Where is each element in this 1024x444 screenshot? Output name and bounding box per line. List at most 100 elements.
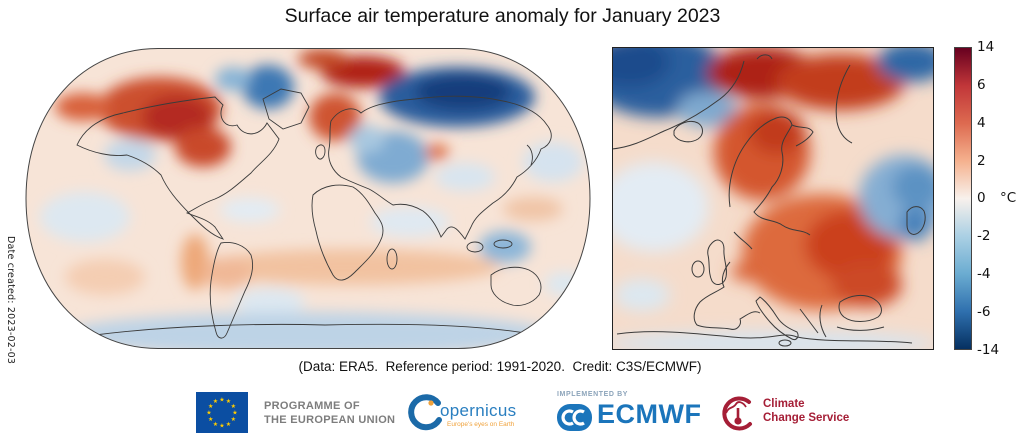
implemented-by-label: IMPLEMENTED BY bbox=[557, 391, 629, 398]
north-america-outline bbox=[76, 96, 280, 240]
anomaly-region-china-cool bbox=[435, 163, 495, 191]
italy-outline bbox=[755, 296, 799, 340]
colorbar-unit-label: °C bbox=[1000, 190, 1017, 206]
ecmwf-wordmark: ECMWF bbox=[597, 399, 702, 429]
anomaly-region-east-us-warm bbox=[175, 127, 231, 167]
japan-outline bbox=[526, 144, 533, 166]
anomaly-region-alaska-warm bbox=[55, 93, 111, 121]
eu-programme-label: PROGRAMME OF THE EUROPEAN UNION bbox=[264, 399, 395, 427]
novaya-zemlya-outline bbox=[835, 64, 853, 144]
anomaly-region-indian-cool bbox=[370, 207, 450, 237]
eu-star-icon: ★ bbox=[208, 416, 213, 423]
colorbar-tick-p2: 2 bbox=[977, 153, 986, 169]
africa-outline bbox=[311, 184, 384, 281]
eu-star-icon: ★ bbox=[231, 416, 236, 423]
balkans-coast bbox=[799, 304, 827, 338]
anomaly-region-greenland-cold bbox=[242, 65, 294, 109]
climate-change-service-icon bbox=[722, 396, 752, 431]
colorbar-tick-n14: -14 bbox=[977, 342, 1000, 358]
continental-coast bbox=[693, 231, 761, 330]
anomaly-region-greenland-cold-core bbox=[612, 47, 670, 87]
colorbar-gradient bbox=[954, 47, 972, 350]
anomaly-region-xinjiang-warm bbox=[425, 144, 449, 160]
anomaly-region-s-atlantic-cool bbox=[235, 288, 305, 316]
anomaly-region-baffin-cool bbox=[215, 67, 251, 91]
colorbar-tick-p6: 6 bbox=[977, 77, 986, 93]
world-anomaly-map bbox=[25, 48, 591, 349]
ecmwf-globe-icon bbox=[557, 404, 592, 431]
colorbar-tick-n6: -6 bbox=[977, 304, 991, 320]
anomaly-region-south-med-cool bbox=[612, 331, 934, 350]
madagascar-outline bbox=[386, 248, 398, 270]
eurasia-outline bbox=[328, 95, 552, 240]
sicily-outline bbox=[778, 339, 792, 347]
world-anomaly-field bbox=[40, 49, 585, 349]
anomaly-region-antarctica-cool bbox=[63, 312, 553, 349]
anomaly-region-anatolia-warm bbox=[832, 263, 902, 307]
australia-outline bbox=[490, 266, 542, 306]
new-guinea-outline bbox=[493, 239, 513, 249]
anomaly-region-caspian-cool bbox=[349, 125, 385, 153]
climate-change-service-label: Climate Change Service bbox=[763, 398, 849, 425]
anomaly-region-sw-pacific-warm bbox=[65, 259, 145, 295]
north-africa-coast bbox=[616, 331, 913, 344]
anomaly-region-sw-us-cool bbox=[104, 139, 156, 171]
eu-star-icon: ★ bbox=[213, 398, 218, 405]
anomaly-region-nw-pacific-cool bbox=[523, 142, 583, 182]
anomaly-region-east-europe-core bbox=[805, 210, 895, 280]
world-coastlines bbox=[76, 88, 572, 339]
europe-map-border bbox=[612, 47, 934, 350]
colorbar-tick-n2: -2 bbox=[977, 228, 991, 244]
kola-outline bbox=[791, 124, 814, 147]
anomaly-region-scandinavia-core bbox=[749, 110, 805, 154]
colorbar-tick-p4: 4 bbox=[977, 115, 986, 131]
anomaly-region-argentina-warm bbox=[181, 234, 209, 290]
eu-star-icon: ★ bbox=[206, 410, 211, 417]
colorbar-tick-0: 0 bbox=[977, 190, 986, 206]
iceland-outline bbox=[673, 120, 703, 143]
europe-anomaly-map bbox=[612, 47, 934, 350]
caspian-outline bbox=[906, 206, 926, 235]
eu-star-icon: ★ bbox=[226, 421, 231, 428]
copernicus-crescent-icon bbox=[408, 394, 442, 431]
black-sea-outline bbox=[838, 294, 882, 322]
eu-programme-line1: PROGRAMME OF bbox=[264, 400, 360, 412]
anomaly-region-kara-hot bbox=[775, 54, 905, 110]
anomaly-region-coral-sea-warm bbox=[503, 197, 563, 221]
anomaly-region-siberia-cold-core bbox=[415, 74, 511, 110]
britain-outline bbox=[315, 144, 326, 160]
eu-programme-line2: THE EUROPEAN UNION bbox=[264, 414, 396, 426]
eu-star-icon: ★ bbox=[219, 397, 224, 404]
britain-outline bbox=[707, 239, 727, 285]
anomaly-region-europe-warm bbox=[309, 93, 361, 141]
anomaly-region-alps-warm bbox=[731, 263, 759, 281]
eu-star-icon: ★ bbox=[208, 403, 213, 410]
c3s-line2: Change Service bbox=[763, 411, 850, 424]
new-zealand-outline bbox=[560, 298, 572, 318]
europe-anomaly-field bbox=[612, 47, 934, 350]
eu-star-icon: ★ bbox=[226, 398, 231, 405]
anomaly-region-s-america-warm bbox=[202, 257, 252, 289]
anomaly-region-atlantic-cool bbox=[220, 198, 280, 222]
page-title: Surface air temperature anomaly for Janu… bbox=[284, 5, 721, 27]
eu-flag-icon: ★★★★★★★★★ ★ ★★ bbox=[196, 392, 248, 433]
copernicus-wordmark: opernicus bbox=[440, 401, 517, 420]
eu-stars: ★★★★★★★★★ ★ ★★ bbox=[206, 397, 237, 430]
anomaly-region-australia-cool bbox=[479, 231, 531, 263]
data-credit-caption: (Data: ERA5. Reference period: 1991-2020… bbox=[298, 359, 702, 374]
anomaly-region-caspian-cold bbox=[899, 209, 931, 241]
anomaly-region-southern-ocean-warm bbox=[200, 249, 500, 285]
copernicus-tagline: Europe's eyes on Earth bbox=[447, 421, 515, 428]
colorbar-tick-n4: -4 bbox=[977, 266, 991, 282]
scandinavia-outline bbox=[728, 116, 811, 236]
colorbar-tick-p14: 14 bbox=[977, 39, 995, 55]
anomaly-region-atlantic-cool bbox=[612, 162, 709, 252]
greenland-coast bbox=[612, 60, 745, 150]
world-map-border bbox=[25, 48, 591, 349]
anomaly-region-ne-corner-cold bbox=[877, 47, 934, 82]
date-created-label: Date created: 2023-02-03 bbox=[5, 236, 16, 365]
greenland-outline bbox=[262, 88, 310, 130]
eu-star-icon: ★ bbox=[219, 423, 224, 430]
borneo-outline bbox=[466, 241, 484, 253]
